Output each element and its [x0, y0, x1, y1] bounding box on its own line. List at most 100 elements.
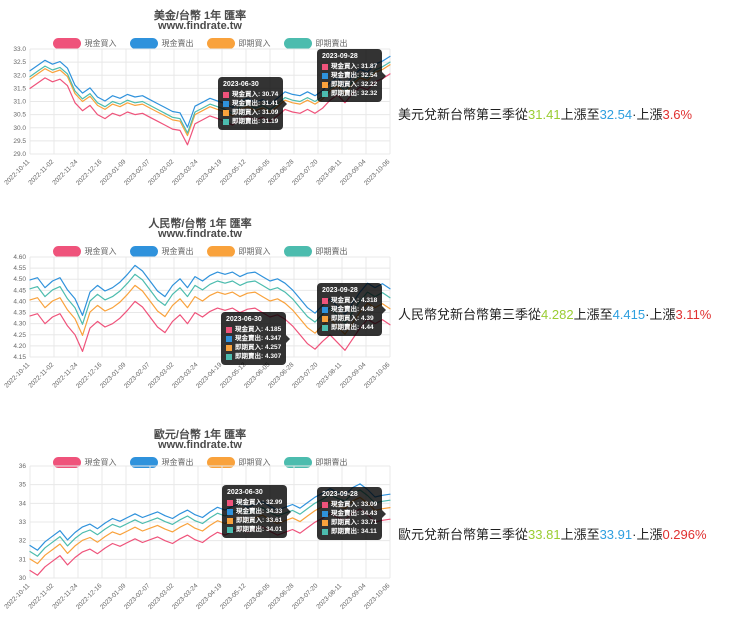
tooltip-2023-06-30: 2023-06-30 現金買入: 4.185 現金賣出: 4.347 即期買入: 4.… — [221, 312, 291, 365]
y-tick-label: 33 — [19, 519, 27, 526]
legend-item-spot-buy[interactable]: 即期買入 — [206, 38, 271, 49]
legend-item-cash-sell[interactable]: 現金賣出 — [129, 38, 194, 49]
percent-value: 3.11% — [675, 307, 712, 322]
to-value: 4.415 — [612, 307, 646, 322]
legend-label: 現金賣出 — [161, 39, 194, 48]
summary-text: 上漲至 — [560, 107, 600, 122]
legend-item-cash-buy[interactable]: 現金買入 — [52, 38, 117, 49]
chart-title: 歐元/台幣 1年 匯率 — [153, 429, 247, 441]
y-tick-label: 32.0 — [13, 72, 26, 79]
cash-sell-swatch — [226, 335, 232, 342]
summary-cny: 人民幣兌新台幣第三季從4.282上漲至4.415·上漲3.11% — [398, 304, 711, 323]
legend-label: 現金買入 — [84, 39, 117, 48]
legend-label: 即期賣出 — [315, 39, 348, 48]
cny-twd-rate-chart: 人民幣/台幣 1年 匯率 www.findrate.tw 現金買入 現金賣出 即期買… — [0, 213, 400, 418]
y-tick-label: 31.5 — [13, 85, 26, 92]
from-value: 4.282 — [541, 307, 574, 322]
spot-buy-swatch — [206, 38, 235, 49]
y-tick-label: 4.35 — [13, 310, 26, 317]
percent-value: 3.6% — [662, 107, 693, 122]
chart-site-url: www.findrate.tw — [158, 228, 242, 240]
from-value: 31.41 — [528, 107, 561, 122]
legend-item-cash-sell[interactable]: 現金賣出 — [129, 457, 194, 468]
x-tick-label: 2023-10-06 — [363, 361, 392, 390]
y-tick-label: 4.60 — [13, 254, 26, 261]
chart-title: 人民幣/台幣 1年 匯率 — [148, 218, 252, 230]
x-tick-label: 2023-10-06 — [363, 582, 392, 611]
legend-item-spot-buy[interactable]: 即期買入 — [206, 246, 271, 257]
y-tick-label: 35 — [19, 482, 27, 489]
spot-buy-swatch — [206, 246, 235, 257]
summary-text: 人民幣兌新台幣第三季從 — [398, 307, 542, 322]
tooltip-row: 現金賣出: 34.33 — [227, 507, 282, 516]
tooltip-row: 現金賣出: 4.48 — [322, 305, 377, 314]
summary-text: ·上漲 — [645, 307, 676, 322]
y-tick-label: 4.45 — [13, 287, 26, 294]
spot-buy-swatch — [322, 81, 328, 88]
tooltip-2023-06-30: 2023-06-30 現金買入: 30.74 現金賣出: 31.41 即期買入: 31… — [218, 77, 288, 130]
spot-buy-swatch — [223, 109, 229, 116]
spot-sell-swatch — [322, 324, 328, 331]
cash-sell-swatch — [322, 510, 328, 517]
spot-buy-swatch — [226, 344, 232, 351]
legend-item-spot-sell[interactable]: 即期賣出 — [283, 38, 348, 49]
chart-site-url: www.findrate.tw — [158, 439, 242, 451]
tooltip-row: 現金買入: 31.87 — [322, 62, 377, 71]
y-tick-label: 4.15 — [13, 354, 26, 361]
legend-label: 即期賣出 — [315, 247, 348, 256]
y-tick-label: 4.40 — [13, 298, 26, 305]
spot-sell-swatch — [283, 246, 312, 257]
tooltip-2023-06-30: 2023-06-30 現金買入: 32.99 現金賣出: 34.33 即期買入: 33… — [222, 485, 292, 538]
legend-label: 現金買入 — [84, 458, 117, 467]
cash-buy-swatch — [227, 499, 233, 506]
cash-buy-swatch — [322, 63, 328, 70]
legend-label: 現金買入 — [84, 247, 117, 256]
spot-sell-swatch — [283, 457, 312, 468]
y-tick-label: 29.5 — [13, 138, 26, 145]
chart-legend: 現金買入 現金賣出 即期買入 即期賣出 — [0, 246, 400, 257]
tooltip-row: 現金賣出: 32.54 — [322, 71, 377, 80]
y-tick-label: 4.20 — [13, 343, 26, 350]
spot-sell-swatch — [227, 526, 233, 533]
summary-text: 上漲至 — [560, 527, 600, 542]
legend-item-cash-sell[interactable]: 現金賣出 — [129, 246, 194, 257]
legend-item-spot-sell[interactable]: 即期賣出 — [283, 457, 348, 468]
spot-buy-swatch — [322, 315, 328, 322]
tooltip-2023-09-28: 2023-09-28 現金買入: 33.09 現金賣出: 34.43 即期買入: 33… — [317, 487, 387, 540]
y-tick-label: 33.0 — [13, 46, 26, 53]
tooltip-date: 2023-06-30 — [227, 489, 263, 496]
tooltip-row: 現金賣出: 4.347 — [226, 334, 281, 343]
chart-legend: 現金買入 現金賣出 即期買入 即期賣出 — [0, 457, 400, 468]
tooltip-row: 即期買入: 4.39 — [322, 314, 377, 323]
summary-text: ·上漲 — [632, 107, 663, 122]
tooltip-row: 即期買入: 33.71 — [322, 518, 377, 527]
tooltip-2023-09-28: 2023-09-28 現金買入: 31.87 現金賣出: 32.54 即期買入: 32… — [317, 49, 387, 102]
tooltip-date: 2023-06-30 — [226, 316, 262, 323]
legend-item-cash-buy[interactable]: 現金買入 — [52, 246, 117, 257]
tooltip-date: 2023-09-28 — [322, 287, 358, 294]
tooltip-row: 現金賣出: 31.41 — [223, 99, 278, 108]
cash-buy-swatch — [322, 297, 328, 304]
cash-sell-swatch — [129, 38, 158, 49]
cash-buy-swatch — [322, 501, 328, 508]
spot-sell-swatch — [283, 38, 312, 49]
tooltip-row: 現金賣出: 34.43 — [322, 509, 377, 518]
y-tick-label: 31.0 — [13, 99, 26, 106]
spot-buy-swatch — [227, 517, 233, 524]
legend-item-spot-buy[interactable]: 即期買入 — [206, 457, 271, 468]
x-tick-label: 2023-10-06 — [363, 158, 392, 187]
legend-item-cash-buy[interactable]: 現金買入 — [52, 457, 117, 468]
tooltip-row: 即期買入: 32.22 — [322, 80, 377, 89]
percent-value: 0.296% — [662, 527, 707, 542]
spot-buy-swatch — [206, 457, 235, 468]
legend-item-spot-sell[interactable]: 即期賣出 — [283, 246, 348, 257]
spot-buy-swatch — [322, 519, 328, 526]
summary-text: ·上漲 — [632, 527, 663, 542]
tooltip-row: 現金買入: 33.09 — [322, 500, 377, 509]
tooltip-row: 即期買入: 31.09 — [223, 108, 278, 117]
tooltip-2023-09-28: 2023-09-28 現金買入: 4.318 現金賣出: 4.48 即期買入: 4.3… — [317, 283, 387, 336]
y-tick-label: 4.25 — [13, 332, 26, 339]
legend-label: 即期買入 — [238, 39, 271, 48]
cash-buy-swatch — [223, 91, 229, 98]
to-value: 33.91 — [599, 527, 633, 542]
